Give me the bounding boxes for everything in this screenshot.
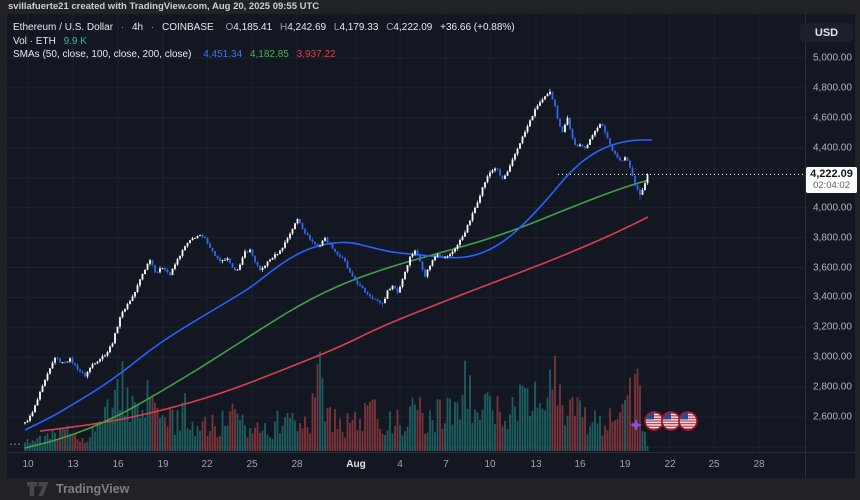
pane-more-button[interactable]: ⋯ — [9, 437, 22, 451]
sma50-line — [24, 139, 653, 431]
sma50-value: 4,451.34 — [203, 49, 243, 60]
time-axis-label: 19 — [619, 459, 631, 470]
low-value: 4,179.33 — [339, 22, 379, 33]
chart-legend: Ethereum / U.S. Dollar · 4h · COINBASE O… — [13, 21, 515, 62]
price-axis-label: 4,800.00 — [813, 82, 852, 94]
price-axis-label: 3,800.00 — [813, 232, 852, 243]
sma-label: SMAs (50, close, 100, close, 200, close) — [13, 49, 192, 60]
sma100-value: 4,182.85 — [249, 49, 289, 60]
tradingview-logo-link[interactable]: TradingView — [27, 482, 129, 496]
attribution-text: svillafuerte21 created with TradingView.… — [8, 1, 320, 12]
price-axis-label: 5,000.00 — [813, 52, 852, 64]
time-axis-label: 4 — [397, 459, 403, 470]
close-value: 4,222.09 — [393, 22, 433, 33]
open-label: O — [225, 22, 234, 33]
open-value: 4,185.41 — [233, 22, 273, 33]
price-axis-label: 2,800.00 — [813, 381, 852, 393]
high-label: H — [279, 22, 288, 33]
sma200-line — [39, 216, 649, 432]
time-axis-label: 16 — [112, 459, 124, 470]
sparkle-icon — [630, 419, 642, 431]
time-axis-label: 16 — [574, 459, 586, 470]
separator: · — [150, 22, 155, 33]
price-axis[interactable]: 5,000.00 4,800.00 4,600.00 4,400.00 4,000.00… — [806, 14, 855, 452]
time-axis-label: 7 — [443, 459, 449, 470]
tradingview-logo-text: TradingView — [56, 482, 130, 496]
close-label: C — [386, 22, 394, 33]
time-axis-label: 25 — [708, 459, 720, 470]
time-axis-label: 19 — [157, 459, 169, 470]
volume-value: 9.9 K — [63, 35, 87, 47]
price-axis-label: 3,000.00 — [813, 351, 852, 363]
price-axis-label: 2,600.00 — [813, 411, 852, 423]
candles-layer — [24, 89, 649, 425]
legend-volume-row: Vol · ETH 9.9 K — [13, 35, 515, 49]
flag-stickers[interactable] — [630, 411, 698, 431]
price-axis-label: 4,000.00 — [813, 202, 852, 214]
price-axis-label: 3,400.00 — [813, 291, 852, 303]
exchange-label: COINBASE — [161, 22, 214, 33]
time-axis-label: 22 — [201, 459, 213, 470]
change-value: +36.66 (+0.88%) — [440, 22, 515, 33]
time-axis-label: Aug — [346, 459, 366, 470]
last-price-value: 4,222.09 — [810, 167, 853, 180]
time-axis[interactable]: 10 13 16 19 22 25 28 Aug 4 7 10 13 16 19 22 25 28 — [7, 453, 805, 478]
time-axis-label: 28 — [291, 459, 303, 470]
separator: · — [120, 22, 125, 33]
bottom-bar: TradingView — [0, 478, 860, 500]
symbol-title: Ethereum / U.S. Dollar — [13, 22, 114, 33]
volume-label: Vol · ETH — [13, 35, 56, 47]
time-axis-label: 13 — [67, 459, 79, 470]
time-axis-label: 22 — [664, 459, 676, 470]
price-axis-label: 4,400.00 — [813, 142, 852, 154]
price-axis-label: 4,600.00 — [813, 112, 852, 124]
time-axis-label: 25 — [246, 459, 258, 470]
currency-toggle-button[interactable]: USD — [800, 23, 853, 42]
legend-symbol-row: Ethereum / U.S. Dollar · 4h · COINBASE O… — [13, 21, 515, 35]
tradingview-logo-icon — [27, 482, 49, 496]
volume-layer — [24, 351, 649, 451]
sma100-line — [24, 179, 649, 449]
low-label: L — [333, 22, 340, 33]
bar-countdown: 02:04:02 — [813, 179, 850, 191]
price-axis-label: 3,200.00 — [813, 321, 852, 333]
time-axis-label: 10 — [22, 459, 34, 470]
interval-label: 4h — [131, 22, 144, 33]
legend-sma-row: SMAs (50, close, 100, close, 200, close)… — [13, 48, 515, 62]
last-price-badge: 4,222.09 02:04:02 — [806, 166, 857, 193]
high-value: 4,242.69 — [287, 22, 327, 33]
price-axis-label: 3,600.00 — [813, 262, 852, 273]
time-axis-label: 28 — [753, 459, 765, 470]
time-axis-label: 10 — [484, 459, 496, 470]
time-axis-label: 13 — [530, 459, 542, 470]
sma200-value: 3,937.22 — [296, 49, 336, 60]
